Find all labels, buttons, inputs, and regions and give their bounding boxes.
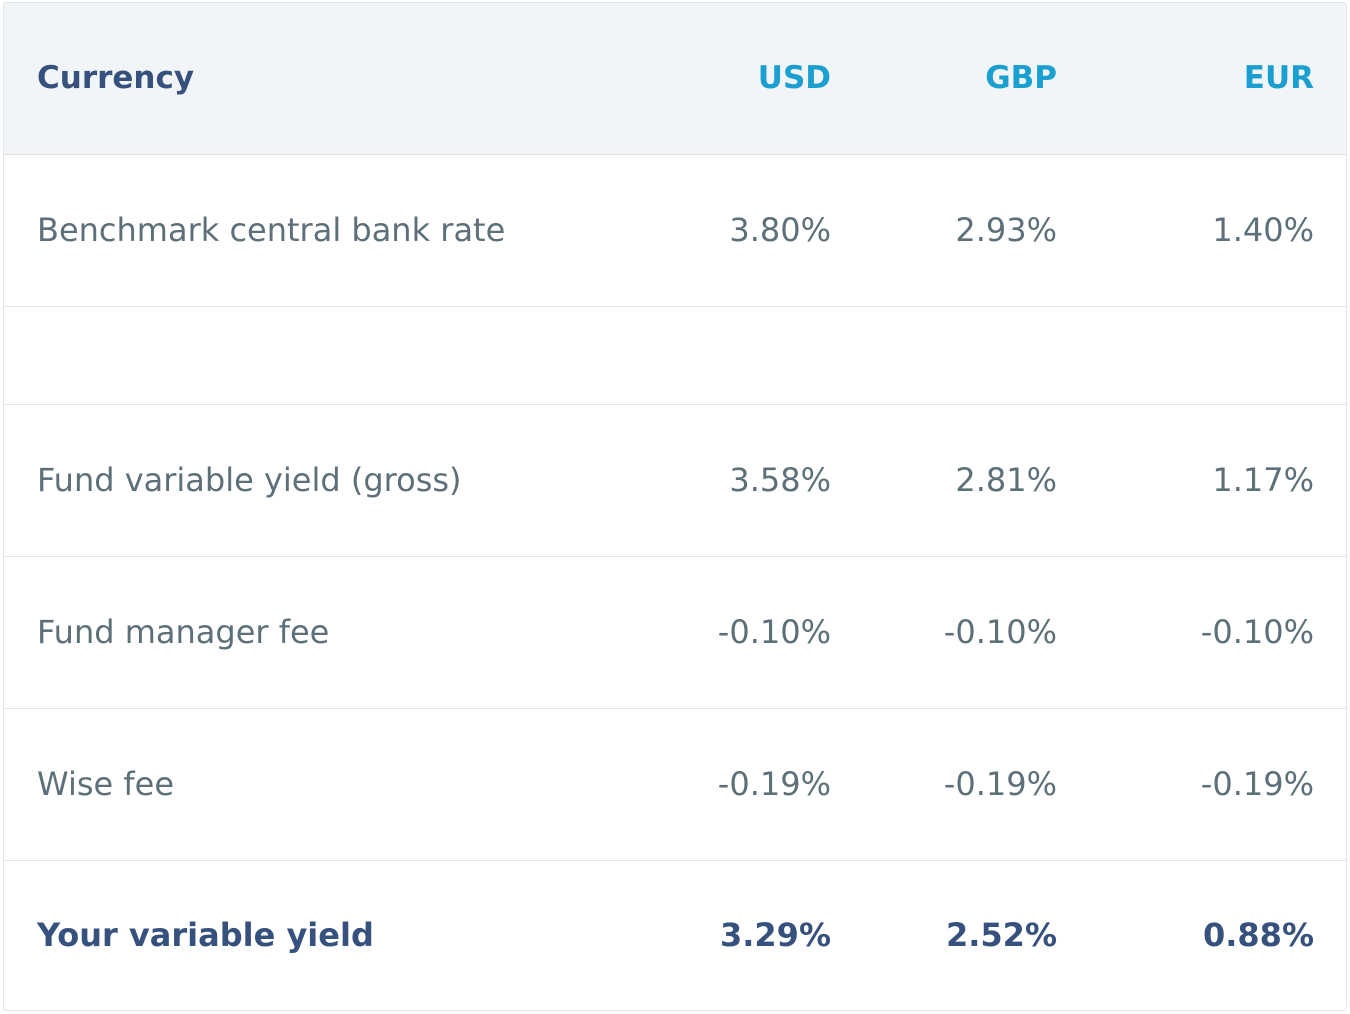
row-label: Your variable yield [37,915,374,954]
gbp-value [863,306,1089,405]
table-row-fund-gross-yield: Fund variable yield (gross) 3.58% 2.81% … [4,404,1346,557]
eur-value: 1.40% [1089,154,1346,307]
gbp-value: 2.52% [945,915,1057,954]
row-label: Wise fee [4,708,702,861]
row-label [4,306,702,405]
table-row-wise-fee: Wise fee -0.19% -0.19% -0.19% [4,708,1346,861]
eur-value: -0.19% [1089,708,1346,861]
gbp-value: 2.93% [863,154,1089,307]
usd-value: 3.29% [719,915,831,954]
eur-value: 0.88% [1202,915,1314,954]
usd-value: 3.58% [702,404,863,557]
gbp-header: GBP [863,3,1089,155]
currency-header: Currency [4,3,702,155]
usd-value: -0.10% [702,556,863,709]
usd-value [702,306,863,405]
table-row-your-yield: Your variable yield 3.29% 2.52% 0.88% [4,860,1346,1009]
usd-value: 3.80% [702,154,863,307]
usd-value: -0.19% [702,708,863,861]
table-header-row: Currency USD GBP EUR [4,3,1346,155]
row-label: Benchmark central bank rate [4,154,702,307]
row-label: Fund manager fee [4,556,702,709]
table-row-empty [4,306,1346,405]
gbp-value: -0.19% [863,708,1089,861]
gbp-value: -0.10% [863,556,1089,709]
eur-value [1089,306,1346,405]
eur-value: 1.17% [1089,404,1346,557]
row-label: Fund variable yield (gross) [4,404,702,557]
gbp-value: 2.81% [863,404,1089,557]
eur-value: -0.10% [1089,556,1346,709]
yield-table: Currency USD GBP EUR Benchmark central b… [4,3,1346,1009]
usd-header: USD [702,3,863,155]
table-row-fund-manager-fee: Fund manager fee -0.10% -0.10% -0.10% [4,556,1346,709]
table-row-benchmark-rate: Benchmark central bank rate 3.80% 2.93% … [4,154,1346,307]
yield-table-container: Currency USD GBP EUR Benchmark central b… [3,2,1347,1011]
eur-header: EUR [1089,3,1346,155]
